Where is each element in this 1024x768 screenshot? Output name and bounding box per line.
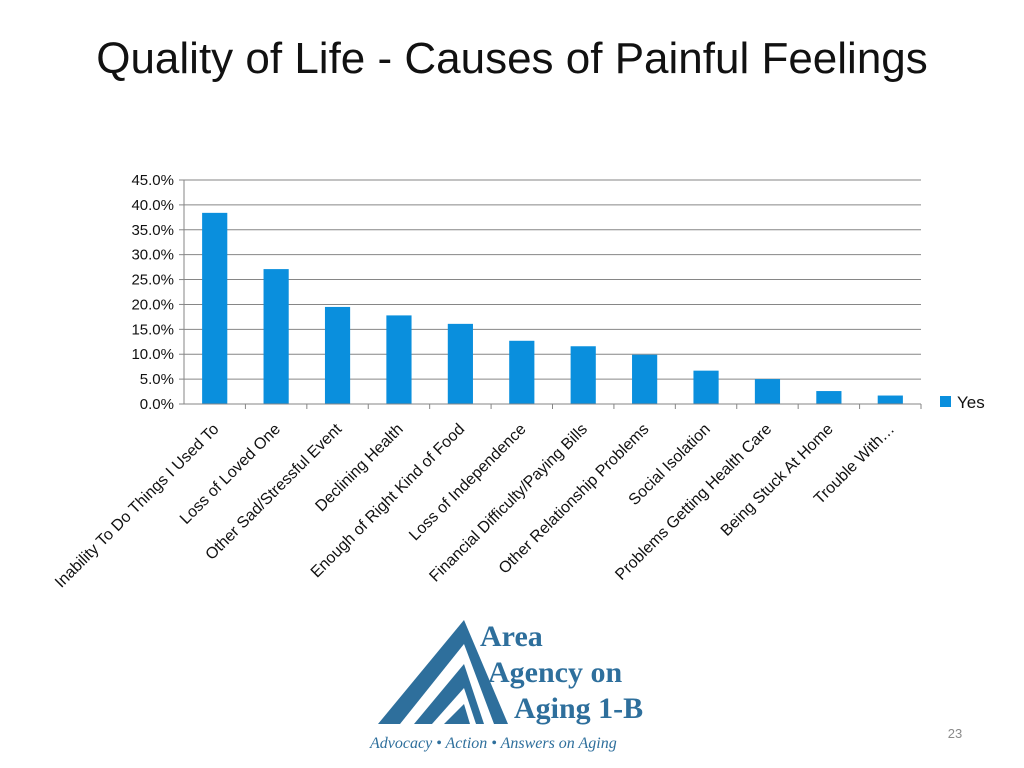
bar — [386, 315, 412, 404]
legend: Yes — [940, 393, 985, 412]
y-tick-label: 45.0% — [131, 172, 174, 189]
axes — [179, 179, 922, 409]
y-tick-label: 15.0% — [131, 321, 174, 338]
bars — [202, 212, 903, 404]
y-tick-label: 5.0% — [140, 371, 174, 388]
page-number: 23 — [947, 726, 963, 741]
slide-title: Quality of Life - Causes of Painful Feel… — [96, 34, 928, 83]
bar — [509, 340, 535, 404]
category-label: Being Stuck At Home — [718, 421, 837, 540]
bar — [754, 379, 781, 404]
logo-tagline: Advocacy • Action • Answers on Aging — [369, 735, 617, 752]
logo-line-aging: Aging 1-B — [514, 692, 643, 725]
bar — [263, 269, 289, 404]
y-tick-label: 20.0% — [131, 296, 174, 313]
legend-label: Yes — [957, 393, 985, 412]
legend-swatch — [940, 396, 951, 407]
logo-line-agency: Agency on — [488, 656, 622, 689]
y-tick-label: 40.0% — [131, 197, 174, 214]
y-tick-label: 30.0% — [131, 247, 174, 264]
gridlines — [184, 179, 921, 380]
y-tick-label: 10.0% — [131, 346, 174, 363]
bar — [202, 212, 228, 404]
y-tick-label: 35.0% — [131, 222, 174, 239]
category-label: Loss of Loved One — [177, 421, 284, 528]
logo-mountain-icon — [378, 620, 508, 724]
bar — [816, 391, 842, 404]
y-tick-label: 25.0% — [131, 272, 174, 289]
bar — [324, 306, 351, 404]
bar-chart: 0.0% 5.0% 10.0% 15.0% 20.0% 25.0% 30.0% 35.0% 40… — [52, 172, 985, 591]
bar — [877, 395, 903, 404]
y-axis-ticks: 0.0% 5.0% 10.0% 15.0% 20.0% 25.0% 30.0% 35.0% 40… — [131, 172, 174, 413]
category-label: Loss of Independence — [406, 421, 529, 544]
agency-logo: Area Agency on Aging 1-B Advocacy • Acti… — [369, 620, 643, 752]
bar — [632, 354, 658, 404]
bar — [570, 346, 596, 404]
bar — [693, 370, 719, 404]
logo-line-area: Area — [480, 620, 543, 653]
bar — [447, 323, 473, 404]
y-tick-label: 0.0% — [140, 396, 174, 413]
